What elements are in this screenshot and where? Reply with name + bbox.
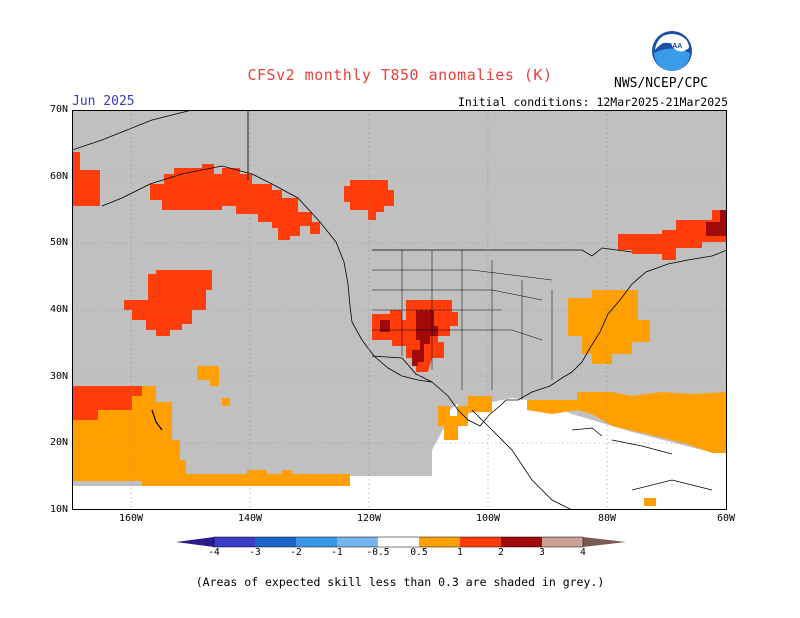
- colorbar-label: -4: [208, 547, 220, 558]
- skill-footnote: (Areas of expected skill less than 0.3 a…: [195, 575, 605, 589]
- colorbar-label: 4: [580, 547, 586, 558]
- lon-label: 80W: [597, 513, 617, 524]
- anomaly-2-3-areas: [380, 210, 727, 366]
- colorbar-label: -2: [290, 547, 302, 558]
- svg-text:NOAA: NOAA: [662, 43, 683, 50]
- colorbar-label: -3: [249, 547, 261, 558]
- colorbar-arrow-low: [176, 537, 214, 547]
- agency-label: NWS/NCEP/CPC: [614, 76, 708, 91]
- colorbar-label: 3: [539, 547, 545, 558]
- map-title: CFSv2 monthly T850 anomalies (K): [247, 66, 553, 84]
- lat-label: 30N: [49, 371, 68, 382]
- lat-label: 60N: [49, 171, 68, 182]
- lon-label: 100W: [475, 513, 501, 524]
- colorbar: [176, 536, 626, 548]
- colorbar-label: -0.5: [366, 547, 390, 558]
- colorbar-label: -1: [331, 547, 343, 558]
- target-month: Jun 2025: [72, 94, 135, 109]
- lon-label: 160W: [118, 513, 144, 524]
- lat-label: 20N: [49, 437, 68, 448]
- lat-label: 40N: [49, 304, 68, 315]
- lon-label: 120W: [356, 513, 382, 524]
- colorbar-label: 2: [498, 547, 504, 558]
- lon-label: 60W: [716, 513, 736, 524]
- lat-label: 10N: [49, 504, 68, 515]
- noaa-logo: NOAA: [652, 31, 692, 71]
- initial-conditions: Initial conditions: 12Mar2025-21Mar2025: [457, 95, 728, 109]
- coastlines: [72, 110, 727, 510]
- lat-label: 50N: [49, 237, 68, 248]
- colorbar-label: 0.5: [410, 547, 428, 558]
- map-frame: [72, 110, 727, 510]
- colorbar-label: 1: [457, 547, 463, 558]
- lat-label: 70N: [49, 104, 68, 115]
- anomaly-1-2-areas: [72, 152, 727, 420]
- lon-label: 140W: [237, 513, 263, 524]
- colorbar-arrow-high: [583, 537, 626, 547]
- white-tropics: [72, 398, 727, 510]
- anomaly-map: [72, 110, 727, 510]
